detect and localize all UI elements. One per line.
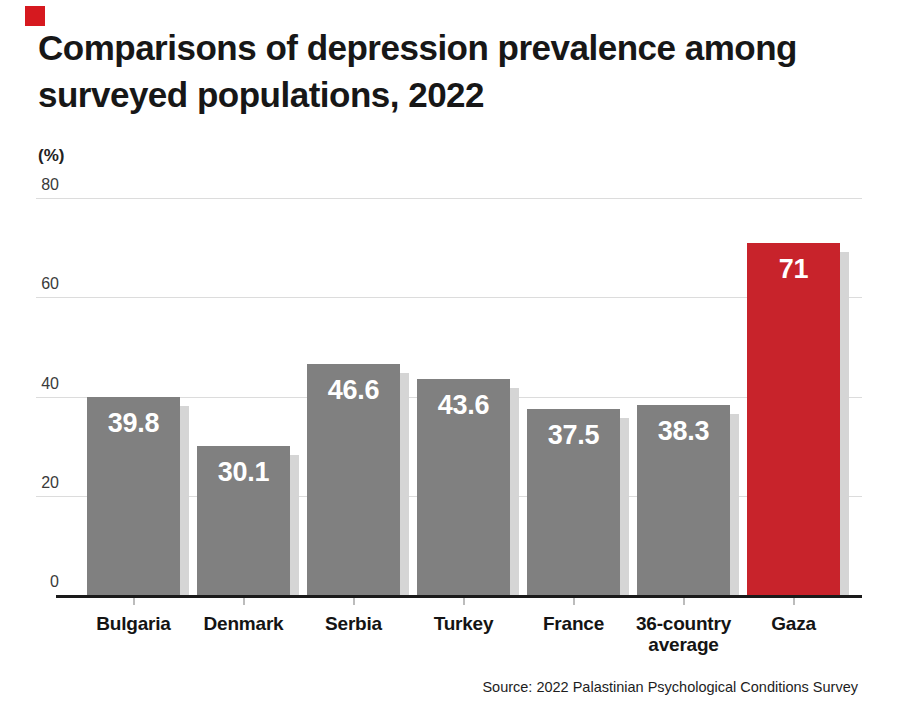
bar-gaza bbox=[747, 243, 840, 595]
bar-value-label: 38.3 bbox=[637, 416, 730, 447]
category-tick bbox=[133, 598, 135, 605]
category-label: Bulgaria bbox=[72, 613, 196, 634]
category-label: 36-country average bbox=[622, 613, 746, 655]
category-tick bbox=[243, 598, 245, 605]
category-label: Gaza bbox=[732, 613, 856, 634]
bar-value-label: 43.6 bbox=[417, 390, 510, 421]
chart-page: Comparisons of depression prevalence amo… bbox=[0, 0, 900, 727]
y-tick-label: 60 bbox=[20, 276, 59, 292]
category-label: Turkey bbox=[402, 613, 526, 634]
bar-chart: 0 20 40 60 80 39.8 Bulgaria 30.1 Denmark 46.6 Serb… bbox=[0, 0, 900, 727]
y-tick-label: 40 bbox=[20, 376, 59, 392]
gridline bbox=[36, 198, 862, 199]
bar-value-label: 46.6 bbox=[307, 375, 400, 406]
bar-value-label: 37.5 bbox=[527, 420, 620, 451]
y-tick-label: 80 bbox=[20, 177, 59, 193]
bar-value-label: 30.1 bbox=[197, 457, 290, 488]
bar-value-label: 71 bbox=[747, 254, 840, 285]
category-label: France bbox=[512, 613, 636, 634]
category-tick bbox=[683, 598, 685, 605]
category-tick bbox=[353, 598, 355, 605]
source-note: Source: 2022 Palastinian Psychological C… bbox=[482, 679, 858, 695]
bar-value-label: 39.8 bbox=[87, 408, 180, 439]
gridline bbox=[36, 297, 862, 298]
y-tick-label: 0 bbox=[20, 574, 59, 590]
category-tick bbox=[573, 598, 575, 605]
y-tick-label: 20 bbox=[20, 475, 59, 491]
category-label: Denmark bbox=[182, 613, 306, 634]
category-label: Serbia bbox=[292, 613, 416, 634]
x-axis-line bbox=[56, 595, 862, 598]
category-tick bbox=[463, 598, 465, 605]
category-tick bbox=[793, 598, 795, 605]
